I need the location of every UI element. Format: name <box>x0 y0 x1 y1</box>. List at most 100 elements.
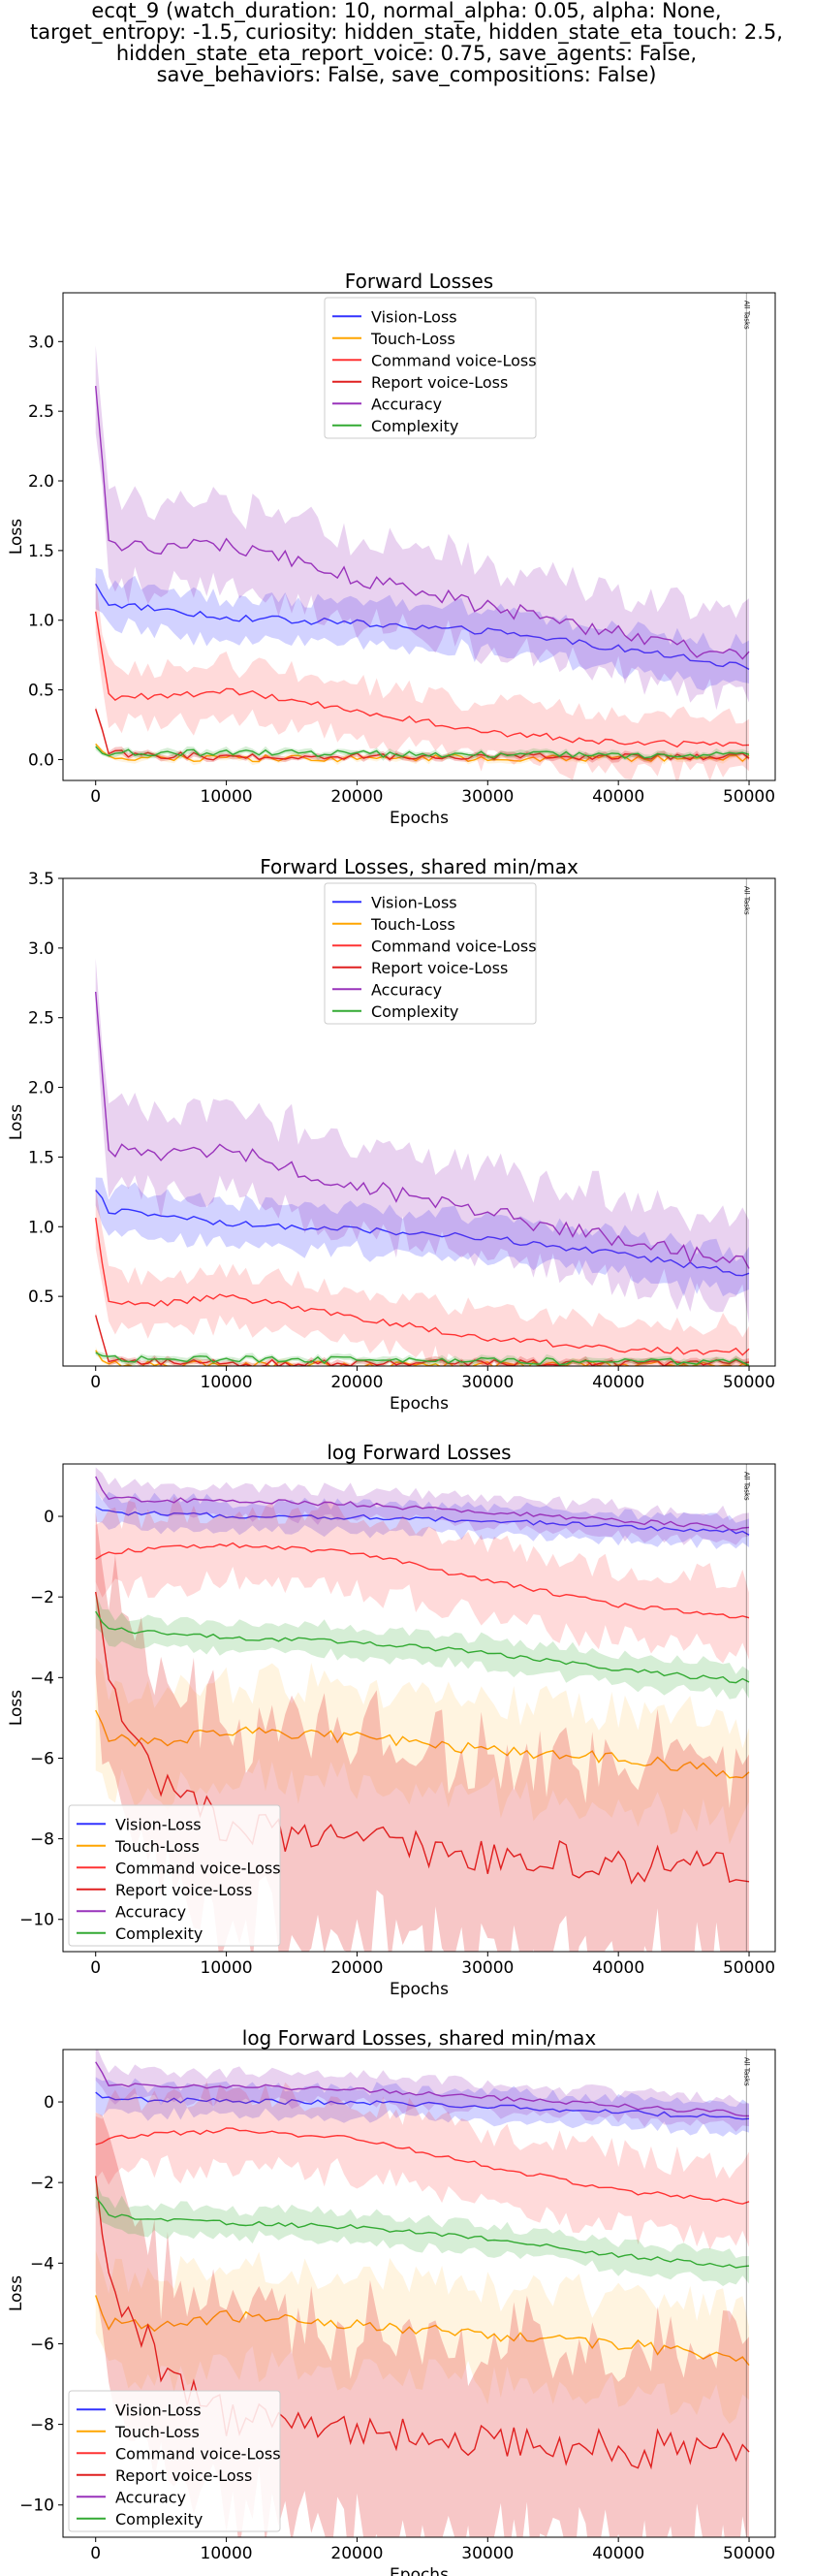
series-line-accuracy <box>95 386 750 660</box>
chart-panel: All Tasks 0 10000 20000 30000 40000 50000 0 −2 −4… <box>7 1441 776 1999</box>
vline-label: All Tasks <box>742 886 750 915</box>
y-axis-label: Loss <box>7 2275 26 2311</box>
legend: Vision-Loss Touch-Loss Command voice-Loss R… <box>324 882 537 1025</box>
series-line-accuracy <box>95 2061 750 2117</box>
y-tick-label: 0 <box>44 2093 54 2113</box>
y-tick-label: −8 <box>30 1830 54 1850</box>
y-tick-label: 2.5 <box>28 1009 54 1029</box>
figure-title-line: hidden_state_eta_report_voice: 0.75, sav… <box>115 42 698 65</box>
series-line-touch-loss <box>95 2295 750 2367</box>
legend-label: Accuracy <box>371 980 442 999</box>
x-tick-label: 0 <box>90 1373 101 1392</box>
y-tick-label: 1.5 <box>28 1148 54 1167</box>
y-tick-label: −2 <box>30 1588 54 1607</box>
legend-label: Touch-Loss <box>114 1837 200 1856</box>
axes-frame <box>62 877 776 1367</box>
x-tick-label: 40000 <box>592 2544 644 2563</box>
series-band-vision-loss <box>95 1177 749 1297</box>
series-band-command-voice-loss <box>95 576 749 780</box>
series-line-vision-loss <box>95 1190 750 1277</box>
legend: Vision-Loss Touch-Loss Command voice-Loss R… <box>68 1804 281 1947</box>
legend-label: Complexity <box>371 417 458 435</box>
legend-label: Report voice-Loss <box>371 959 508 977</box>
x-tick-label: 20000 <box>330 1958 383 1978</box>
axes-frame <box>62 292 776 781</box>
x-tick-label: 40000 <box>592 1373 644 1392</box>
legend-label: Touch-Loss <box>114 2423 200 2441</box>
legend-label: Command voice-Loss <box>371 937 537 955</box>
series-band-touch-loss <box>95 1657 749 1845</box>
y-tick-label: −6 <box>30 1749 54 1768</box>
vline-label: All Tasks <box>742 2057 750 2086</box>
x-axis-label: Epochs <box>390 809 449 828</box>
series-band-touch-loss <box>95 2250 749 2425</box>
x-tick-label: 50000 <box>723 787 775 807</box>
plot-area <box>95 345 750 780</box>
y-tick-label: 1.5 <box>28 542 54 561</box>
x-tick-label: 40000 <box>592 1958 644 1978</box>
legend-label: Report voice-Loss <box>115 1881 252 1899</box>
series-line-vision-loss <box>95 583 750 671</box>
series-line-report-voice-loss <box>95 1591 750 1885</box>
chart-title: log Forward Losses, shared min/max <box>242 2026 597 2050</box>
legend-label: Command voice-Loss <box>115 1859 281 1877</box>
x-tick-label: 30000 <box>461 2544 514 2563</box>
x-tick-label: 10000 <box>201 2544 253 2563</box>
y-axis-label: Loss <box>7 1104 26 1140</box>
figure-title-line: target_entropy: -1.5, curiosity: hidden_… <box>30 20 783 44</box>
legend-label: Complexity <box>371 1002 458 1021</box>
x-tick-label: 30000 <box>461 1958 514 1978</box>
chart-panel: All Tasks 0 10000 20000 30000 40000 50000 0.0 0.… <box>7 270 776 828</box>
series-line-report-voice-loss <box>95 709 750 761</box>
series-line-complexity <box>95 2196 750 2269</box>
legend-label: Touch-Loss <box>370 915 455 934</box>
y-tick-label: −4 <box>30 2254 54 2274</box>
series-line-command-voice-loss <box>95 1217 750 1356</box>
legend-label: Command voice-Loss <box>371 351 537 369</box>
chart-title: log Forward Losses <box>327 1441 511 1464</box>
series-band-command-voice-loss <box>95 1496 749 1664</box>
legend-box <box>68 2390 281 2532</box>
series-line-accuracy <box>95 1476 750 1531</box>
x-tick-label: 30000 <box>461 787 514 807</box>
legend-label: Vision-Loss <box>371 307 457 326</box>
y-tick-label: 1.0 <box>28 1218 54 1237</box>
y-tick-label: −10 <box>19 2496 54 2516</box>
y-tick-label: −10 <box>19 1911 54 1930</box>
series-band-vision-loss <box>95 567 749 691</box>
y-tick-label: −8 <box>30 2416 54 2435</box>
legend-label: Accuracy <box>115 1902 186 1921</box>
series-band-vision-loss <box>95 2077 749 2137</box>
series-line-command-voice-loss <box>95 611 750 748</box>
legend-box <box>324 882 537 1025</box>
x-tick-label: 10000 <box>201 787 253 807</box>
series-line-complexity <box>95 1610 750 1684</box>
y-tick-label: −2 <box>30 2174 54 2193</box>
chart-panel: All Tasks 0 10000 20000 30000 40000 50000 0 −2 −4… <box>7 2026 776 2576</box>
y-tick-label: 3.0 <box>28 939 54 959</box>
x-tick-label: 20000 <box>330 2544 383 2563</box>
chart-title: Forward Losses <box>345 270 493 293</box>
series-band-accuracy <box>95 958 749 1324</box>
chart-panel: All Tasks 0 10000 20000 30000 40000 50000 0.5 1.… <box>7 855 776 1414</box>
series-band-accuracy <box>95 1467 749 1545</box>
y-tick-label: 0.5 <box>28 1288 54 1307</box>
y-tick-label: 2.5 <box>28 402 54 422</box>
legend-box <box>68 1804 281 1947</box>
axes-frame <box>62 1463 776 1953</box>
legend-label: Complexity <box>115 1924 203 1943</box>
series-band-accuracy <box>95 345 749 711</box>
legend-label: Accuracy <box>115 2488 186 2506</box>
series-line-command-voice-loss <box>95 1542 750 1619</box>
series-band-complexity <box>95 1593 749 1700</box>
x-tick-label: 50000 <box>723 1958 775 1978</box>
y-axis-label: Loss <box>7 519 26 555</box>
chart-title: Forward Losses, shared min/max <box>260 855 578 878</box>
plot-area <box>95 958 750 1366</box>
y-tick-label: 1.0 <box>28 612 54 631</box>
series-line-command-voice-loss <box>95 2127 750 2205</box>
y-tick-label: 3.5 <box>28 870 54 889</box>
series-line-complexity <box>95 746 750 759</box>
legend-label: Accuracy <box>371 395 442 413</box>
figure-title-line: ecqt_9 (watch_duration: 10, normal_alpha… <box>91 0 722 22</box>
